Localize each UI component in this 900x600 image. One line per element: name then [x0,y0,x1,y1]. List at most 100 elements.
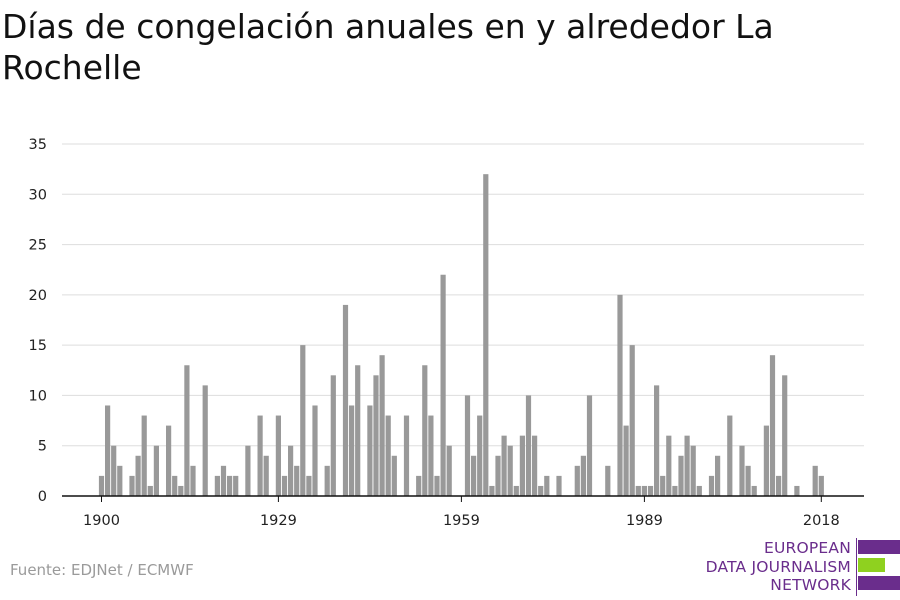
bar-1906 [135,455,141,496]
y-tick-label: 10 [29,388,47,404]
bar-1969 [519,435,525,496]
bar-1956 [440,274,446,496]
bar-1941 [349,405,355,496]
bar-1902 [111,445,117,496]
bar-1947 [385,415,391,496]
bar-1901 [105,405,111,496]
x-tick-label: 1900 [83,513,120,529]
bar-1995 [678,455,684,496]
bar-1900 [98,475,105,496]
bar-1919 [214,475,220,496]
bar-1957 [446,445,452,496]
edjnet-logo: EUROPEAN DATA JOURNALISM NETWORK [700,538,900,596]
bar-1944 [367,405,373,496]
bar-1921 [227,475,233,496]
bar-1990 [647,485,654,496]
bar-1975 [556,475,562,496]
bar-1991 [654,385,660,496]
bar-1962 [477,415,483,496]
bar-1996 [684,435,690,496]
bar-1987 [629,345,635,496]
bar-1973 [544,475,550,496]
logo-bar-purple-bottom [858,576,900,590]
bar-1988 [635,485,641,496]
bar-1989 [641,485,647,496]
bar-1998 [696,485,702,496]
y-axis-ticks: 0 5 10 15 20 25 30 35 [29,137,47,505]
bar-1917 [202,385,208,496]
bar-1942 [355,365,361,496]
bar-1993 [666,435,672,496]
gridlines [62,143,864,447]
bar-1994 [672,485,678,496]
x-tick-label: 1929 [260,513,297,529]
bar-1964 [489,485,495,496]
bar-1950 [403,415,410,496]
bar-2011 [776,475,782,496]
bar-1986 [623,425,629,496]
bar-2014 [794,485,800,496]
bar-1983 [605,465,611,496]
bar-2003 [727,415,733,496]
bar-1922 [233,475,239,496]
bar-1915 [190,465,196,496]
source-note: Fuente: EDJNet / ECMWF [10,561,194,579]
x-axis-ticks: 1900 1929 1959 1989 2018 [83,496,840,529]
bar-1967 [507,445,513,496]
y-tick-label: 5 [38,439,47,455]
bar-1970 [525,395,532,496]
bar-1908 [147,485,153,496]
x-tick-label: 1959 [443,513,480,529]
bars [98,174,824,496]
y-tick-label: 25 [29,238,47,254]
bar-1955 [434,475,440,496]
bar-1926 [257,415,263,496]
x-tick-label: 1989 [626,513,663,529]
bar-2010 [769,355,776,496]
bar-2005 [739,445,745,496]
bar-1930 [281,475,288,496]
logo-line-1: EUROPEAN [763,539,851,557]
logo-divider [856,538,857,596]
bar-1948 [391,455,397,496]
bar-1954 [428,415,434,496]
bar-1965 [495,455,501,496]
bar-2012 [782,375,788,496]
bar-1911 [166,425,172,496]
bar-2006 [745,465,751,496]
bar-1924 [245,445,251,496]
bar-1953 [422,365,428,496]
bar-1905 [129,475,135,496]
bar-1913 [178,485,184,496]
bar-1912 [172,475,178,496]
bar-1940 [342,304,349,496]
bar-2018 [818,475,824,496]
bar-1972 [538,485,544,496]
bar-1907 [141,415,147,496]
bar-1966 [501,435,507,496]
bar-1934 [306,475,312,496]
bar-1927 [263,455,269,496]
bar-1929 [275,415,281,496]
bar-1914 [184,365,190,496]
chart-title: Días de congelación anuales en y alreded… [2,7,774,87]
x-tick-label: 2018 [803,513,840,529]
bar-1961 [471,455,477,496]
bar-1945 [373,375,379,496]
bar-2000 [708,475,715,496]
bar-1932 [294,465,300,496]
y-tick-label: 30 [29,187,47,203]
bar-1968 [513,485,519,496]
bar-1946 [379,355,385,496]
bar-1935 [312,405,318,496]
bar-1937 [324,465,330,496]
bar-1909 [153,445,159,496]
bar-1933 [300,345,306,496]
y-tick-label: 0 [38,489,47,505]
bar-2017 [812,465,818,496]
bar-1978 [574,465,580,496]
bar-1903 [117,465,123,496]
logo-line-2: DATA JOURNALISM [705,558,851,576]
bar-1980 [586,395,593,496]
